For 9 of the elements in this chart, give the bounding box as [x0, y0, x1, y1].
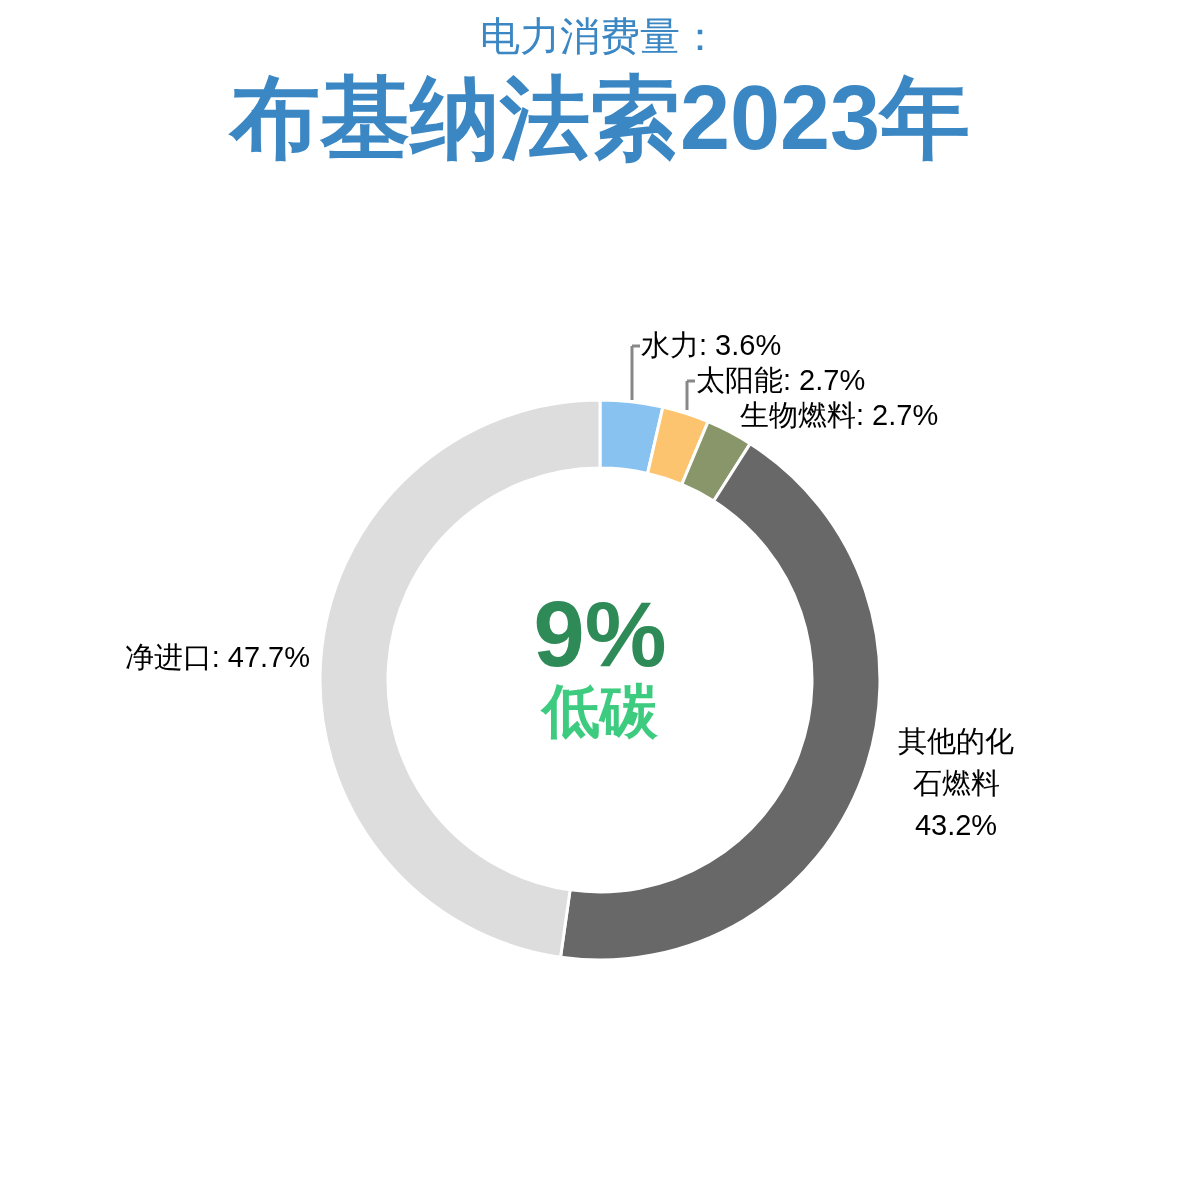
chart-title: 布基纳法索2023年 [227, 68, 971, 168]
chart-subtitle: 电力消费量： [480, 14, 720, 58]
slice-label: 其他的化石燃料 [898, 725, 1014, 800]
slice-label: 水力: 3.6% [641, 329, 782, 361]
slice-label: 净进口: 47.7% [124, 641, 310, 673]
data-label: 43.2% [914, 809, 998, 842]
slice-label: 太阳能: 2.7% [696, 364, 866, 396]
slice-label: 生物燃料: 2.7% [740, 399, 939, 431]
text: 低碳 [540, 678, 659, 743]
